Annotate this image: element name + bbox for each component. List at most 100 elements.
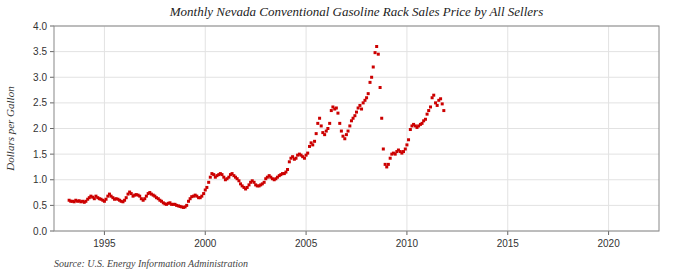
point	[284, 171, 287, 174]
point	[350, 119, 353, 122]
tick-mark	[50, 205, 54, 206]
point	[369, 81, 372, 84]
point	[432, 94, 435, 97]
point	[263, 181, 266, 184]
point	[426, 113, 429, 116]
point	[387, 163, 390, 166]
grid-line	[54, 205, 659, 206]
point	[360, 108, 363, 111]
tick-mark	[50, 154, 54, 155]
point	[340, 130, 343, 133]
title: Monthly Nevada Conventional Gasoline Rac…	[169, 4, 543, 19]
point	[409, 128, 412, 131]
point	[246, 186, 249, 189]
grid-line	[54, 102, 659, 103]
point	[204, 189, 207, 192]
tick-label: 1995	[93, 238, 116, 249]
point	[434, 101, 437, 104]
point	[316, 122, 319, 125]
point	[429, 105, 432, 108]
grid-line	[54, 51, 659, 52]
point	[347, 130, 350, 133]
plot-area	[54, 26, 659, 231]
point	[345, 133, 348, 136]
point	[207, 181, 210, 184]
point	[365, 96, 368, 99]
point	[308, 145, 311, 148]
tick-mark	[50, 128, 54, 129]
tick-mark	[306, 231, 307, 235]
tick-mark	[205, 231, 206, 235]
grid-line	[406, 26, 407, 231]
point	[335, 107, 338, 110]
point	[123, 199, 126, 202]
point	[377, 53, 380, 56]
point	[187, 200, 190, 203]
point	[306, 152, 309, 155]
point	[362, 101, 365, 104]
grid	[54, 26, 659, 231]
tick-label: 2.0	[33, 123, 47, 134]
tick-mark	[406, 231, 407, 235]
point	[343, 137, 346, 140]
axes: 0.00.51.01.52.02.53.03.54.01995200020052…	[33, 21, 620, 250]
point	[357, 107, 360, 110]
point	[212, 173, 215, 176]
tick-mark	[50, 179, 54, 180]
tick-mark	[50, 231, 54, 232]
grid-line	[54, 179, 659, 180]
point	[209, 176, 212, 179]
tick-label: 0.5	[33, 200, 47, 211]
point	[313, 140, 316, 143]
tick-mark	[608, 231, 609, 235]
point	[394, 153, 397, 156]
grid-line	[54, 154, 659, 155]
plot-frame	[54, 26, 659, 231]
point	[372, 66, 375, 69]
grid-line	[507, 26, 508, 231]
point	[402, 150, 405, 153]
point	[338, 122, 341, 125]
point	[93, 197, 96, 200]
point	[442, 109, 445, 112]
point	[143, 197, 146, 200]
point	[405, 143, 408, 146]
tick-mark	[507, 231, 508, 235]
tick-label: 1.0	[33, 174, 47, 185]
point	[253, 181, 256, 184]
tick-label: 2010	[396, 238, 419, 249]
tick-label: 3.0	[33, 72, 47, 83]
point	[202, 192, 205, 195]
point	[248, 183, 251, 186]
point	[291, 155, 294, 158]
point	[370, 76, 373, 79]
point	[138, 195, 141, 198]
point	[353, 114, 356, 117]
tick-label: 2.5	[33, 97, 47, 108]
point	[205, 186, 208, 189]
tick-mark	[104, 231, 105, 235]
points	[68, 45, 446, 209]
point	[220, 173, 223, 176]
tick-label: 2000	[194, 238, 217, 249]
point	[341, 135, 344, 138]
point	[105, 198, 108, 201]
tick-label: 2005	[295, 238, 318, 249]
grid-line	[54, 128, 659, 129]
tick-label: 2015	[497, 238, 520, 249]
point	[303, 157, 306, 160]
point	[318, 117, 321, 120]
tick-mark	[50, 51, 54, 52]
point	[431, 96, 434, 99]
point	[389, 157, 392, 160]
point	[237, 179, 240, 182]
point	[288, 160, 291, 163]
point	[323, 133, 326, 136]
point	[367, 92, 370, 95]
chart: 0.00.51.01.52.02.53.03.54.01995200020052…	[0, 0, 675, 275]
point	[441, 102, 444, 105]
tick-mark	[50, 26, 54, 27]
point	[436, 104, 439, 107]
point	[130, 192, 133, 195]
point	[380, 117, 383, 120]
